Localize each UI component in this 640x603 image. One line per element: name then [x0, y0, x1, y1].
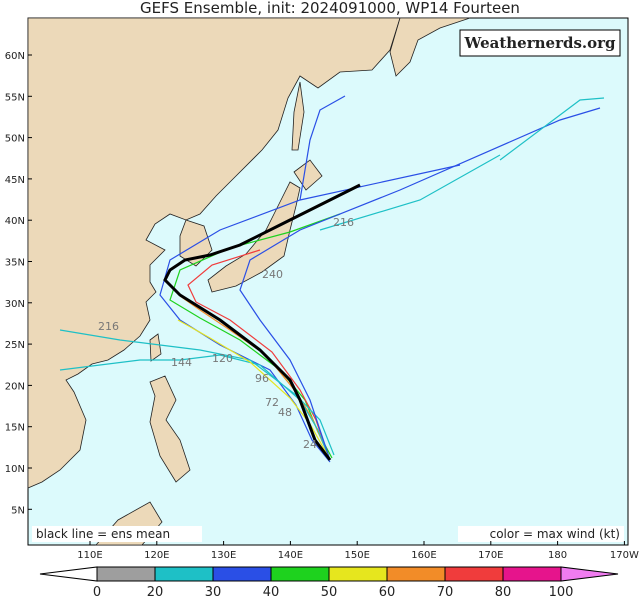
colorbar-tick-label: 100	[549, 585, 574, 599]
colorbar-tick-label: 70	[437, 585, 454, 599]
colorbar-bin	[96, 566, 156, 582]
hour-label: 216	[98, 320, 119, 333]
watermark: Weathernerds.org	[463, 34, 616, 52]
legend-right-box	[458, 526, 624, 542]
hour-label: 72	[265, 396, 279, 409]
lon-label: 180	[548, 550, 567, 561]
lat-label: 45N	[5, 175, 25, 186]
title: GEFS Ensemble, init: 2024091000, WP14 Fo…	[140, 0, 520, 17]
hour-label: 96	[255, 372, 269, 385]
lat-label: 20N	[5, 381, 25, 392]
lon-label: 150E	[344, 550, 369, 561]
colorbar-bin	[212, 566, 272, 582]
lat-label: 10N	[5, 464, 25, 475]
lat-label: 40N	[5, 216, 25, 227]
colorbar-bin	[328, 566, 388, 582]
hour-label: 24	[303, 438, 317, 451]
colorbar-bin	[270, 566, 330, 582]
lon-label: 160E	[411, 550, 436, 561]
colorbar-tick-label: 30	[205, 585, 222, 599]
colorbar-over	[560, 566, 619, 582]
colorbar-tick-label: 50	[321, 585, 338, 599]
ensemble-tracks	[59, 95, 605, 463]
lon-label: 130E	[211, 550, 236, 561]
hour-label: 48	[278, 406, 292, 419]
lon-label: 120E	[144, 550, 169, 561]
colorbar-bin	[502, 566, 562, 582]
hour-label: 240	[262, 268, 283, 281]
colorbar-tick-label: 80	[495, 585, 512, 599]
colorbar-bin	[444, 566, 504, 582]
lat-label: 5N	[11, 505, 25, 516]
colorbar-tick-label: 20	[147, 585, 164, 599]
colorbar: 0 20 30 40 50 60 70 80 100	[39, 566, 619, 600]
colorbar-tick-label: 40	[263, 585, 280, 599]
lon-label: 140E	[278, 550, 303, 561]
watermark-box	[459, 29, 621, 57]
lat-label: 60N	[5, 51, 25, 62]
lon-label: 110E	[77, 550, 102, 561]
ensemble-mean	[163, 183, 361, 461]
legend-left-box	[32, 526, 202, 542]
axes: 60N 55N 50N 45N 40N 35N 30N 25N 20N 15N 10N 5N 110E 1…	[5, 51, 639, 561]
colorbar-tick-label: 60	[379, 585, 396, 599]
lat-label: 15N	[5, 423, 25, 434]
colorbar-bin	[154, 566, 214, 582]
lat-label: 55N	[5, 92, 25, 103]
legend-left: black line = ens mean	[36, 527, 170, 541]
lon-label: 170W	[610, 550, 639, 561]
legend-right: color = max wind (kt)	[490, 527, 620, 541]
colorbar-under	[39, 566, 98, 582]
hour-label: 144	[171, 356, 192, 369]
colorbar-bin	[386, 566, 446, 582]
lat-label: 25N	[5, 340, 25, 351]
lat-label: 30N	[5, 299, 25, 310]
lon-label: 170E	[478, 550, 503, 561]
lat-label: 50N	[5, 134, 25, 145]
hour-label: 216	[333, 216, 354, 229]
colorbar-tick-label: 0	[93, 585, 101, 599]
hour-label: 120	[212, 352, 233, 365]
lat-label: 35N	[5, 258, 25, 269]
